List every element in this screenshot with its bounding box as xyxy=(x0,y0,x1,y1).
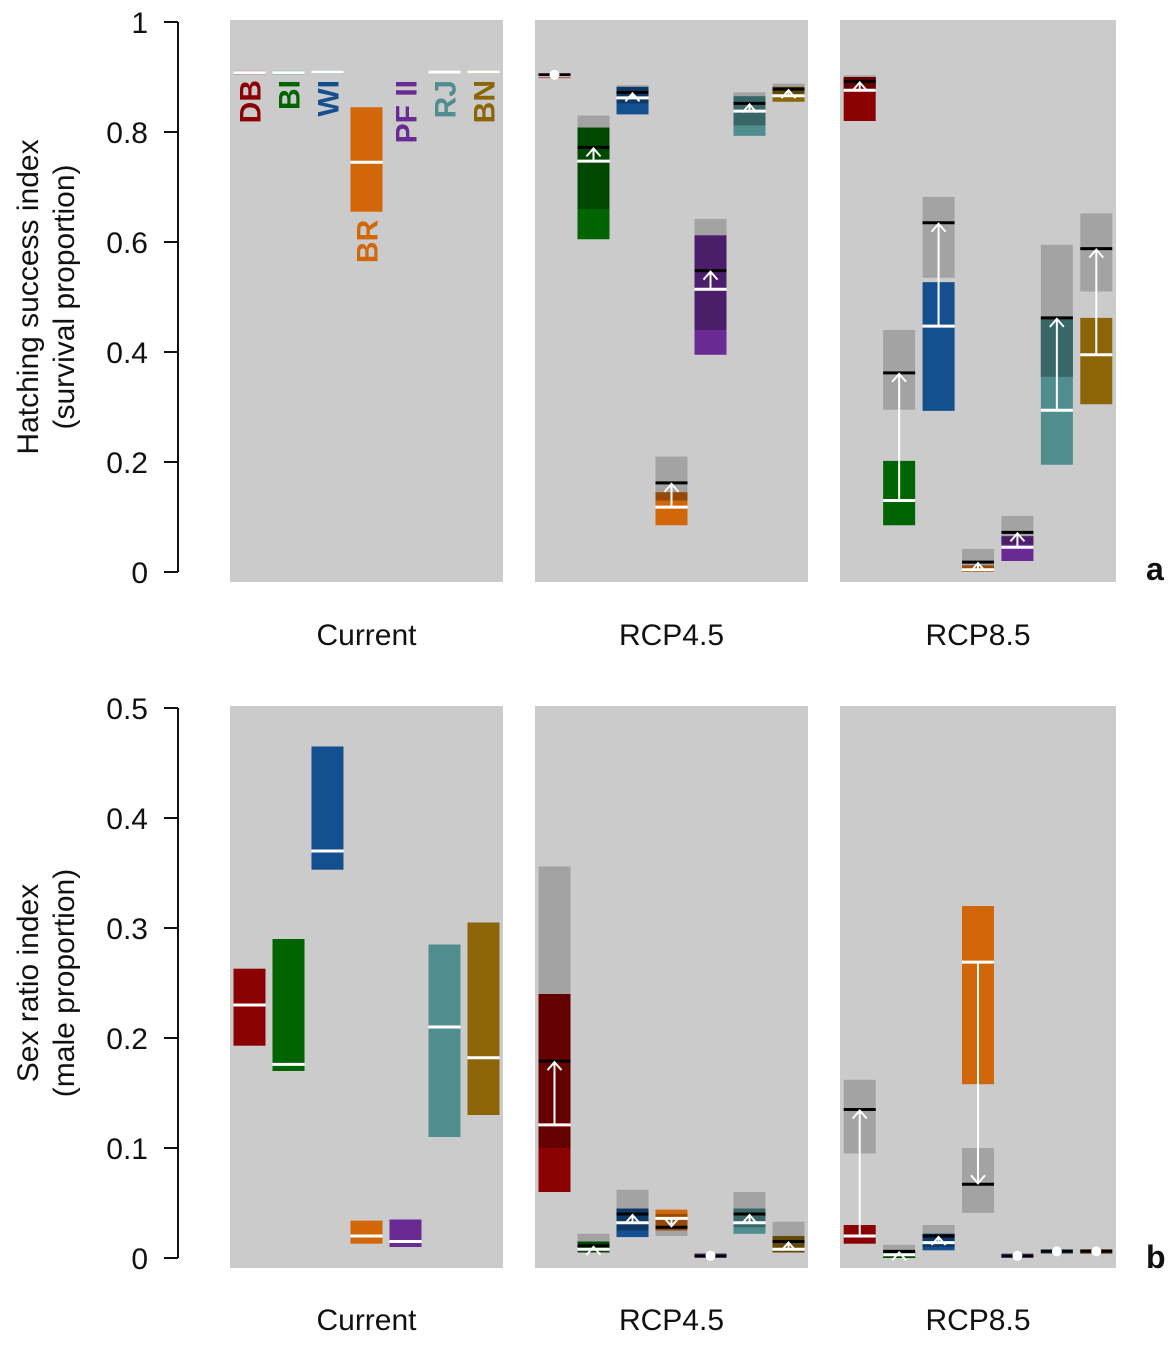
series-box xyxy=(350,107,383,212)
change-arrowhead xyxy=(1049,317,1065,328)
y-tick-label: 0.1 xyxy=(106,1133,148,1166)
change-arrowhead xyxy=(663,482,680,493)
change-arrowhead xyxy=(780,1240,797,1252)
panel-letter: b xyxy=(1146,1239,1166,1275)
series-label: WI xyxy=(313,80,346,117)
y-axis-subtitle: (male proportion) xyxy=(48,869,81,1097)
series-label: BN xyxy=(469,80,502,123)
change-arrowhead xyxy=(930,222,947,233)
change-arrowhead xyxy=(624,1213,641,1224)
change-arrowhead xyxy=(930,1235,947,1246)
change-arrowhead xyxy=(970,561,986,572)
category-label: RCP4.5 xyxy=(619,1304,724,1337)
series-box xyxy=(233,968,266,1046)
change-arrowhead xyxy=(546,1060,563,1071)
series-label: BR xyxy=(352,219,385,263)
series-label: DB xyxy=(235,80,268,123)
y-tick-label: 0.4 xyxy=(106,803,148,836)
y-tick-label: 0.4 xyxy=(106,337,148,370)
series-label: PF II xyxy=(391,80,424,143)
y-axis-subtitle: (survival proportion) xyxy=(48,164,81,429)
change-arrowhead xyxy=(585,1245,602,1256)
no-change-dot xyxy=(1012,1250,1023,1261)
y-axis-title: Hatching success index xyxy=(12,139,45,454)
no-change-dot xyxy=(549,69,560,80)
panel-b-group-bg-0 xyxy=(230,706,503,1268)
category-label: RCP4.5 xyxy=(619,619,724,652)
change-arrowhead xyxy=(1088,248,1105,259)
series-box xyxy=(350,1220,383,1244)
series-label: RJ xyxy=(430,80,463,118)
change-arrowhead xyxy=(741,1213,758,1224)
y-tick-label: 0.3 xyxy=(106,913,148,946)
change-arrowhead xyxy=(891,372,907,383)
change-arrowhead xyxy=(780,88,797,99)
panel-a-group-bg-2 xyxy=(840,20,1116,582)
no-change-dot xyxy=(1091,1246,1102,1257)
change-arrowhead xyxy=(891,1250,907,1262)
y-tick-label: 0.6 xyxy=(106,227,148,260)
change-arrowhead xyxy=(702,270,719,281)
no-change-dot xyxy=(705,1250,716,1261)
y-tick-label: 0 xyxy=(131,557,148,590)
change-arrowhead xyxy=(624,91,641,103)
y-tick-label: 0.5 xyxy=(106,693,148,726)
y-tick-label: 0 xyxy=(131,1243,148,1276)
change-arrowhead xyxy=(663,1217,680,1228)
y-tick-label: 0.2 xyxy=(106,1023,148,1056)
y-axis-title: Sex ratio index xyxy=(12,884,45,1082)
change-arrowhead xyxy=(851,1108,868,1120)
series-box xyxy=(272,939,305,1071)
panel-letter: a xyxy=(1146,551,1164,587)
category-label: RCP8.5 xyxy=(925,1304,1030,1337)
change-arrowhead xyxy=(585,146,602,158)
series-box xyxy=(311,746,344,870)
change-arrowhead xyxy=(970,1174,986,1185)
change-arrowhead xyxy=(741,102,758,114)
series-box xyxy=(428,944,461,1137)
change-arrowhead xyxy=(851,80,868,92)
y-tick-label: 0.2 xyxy=(106,447,148,480)
series-box xyxy=(467,922,500,1115)
category-label: RCP8.5 xyxy=(925,619,1030,652)
y-tick-label: 0.8 xyxy=(106,117,148,150)
panel-b-group-bg-1 xyxy=(535,706,808,1268)
change-arrowhead xyxy=(1009,531,1026,543)
series-label: BI xyxy=(274,80,307,110)
y-tick-label: 1 xyxy=(131,7,148,40)
category-label: Current xyxy=(316,619,417,652)
no-change-dot xyxy=(1051,1246,1062,1257)
category-label: Current xyxy=(316,1304,417,1337)
overlap-box xyxy=(577,127,610,209)
